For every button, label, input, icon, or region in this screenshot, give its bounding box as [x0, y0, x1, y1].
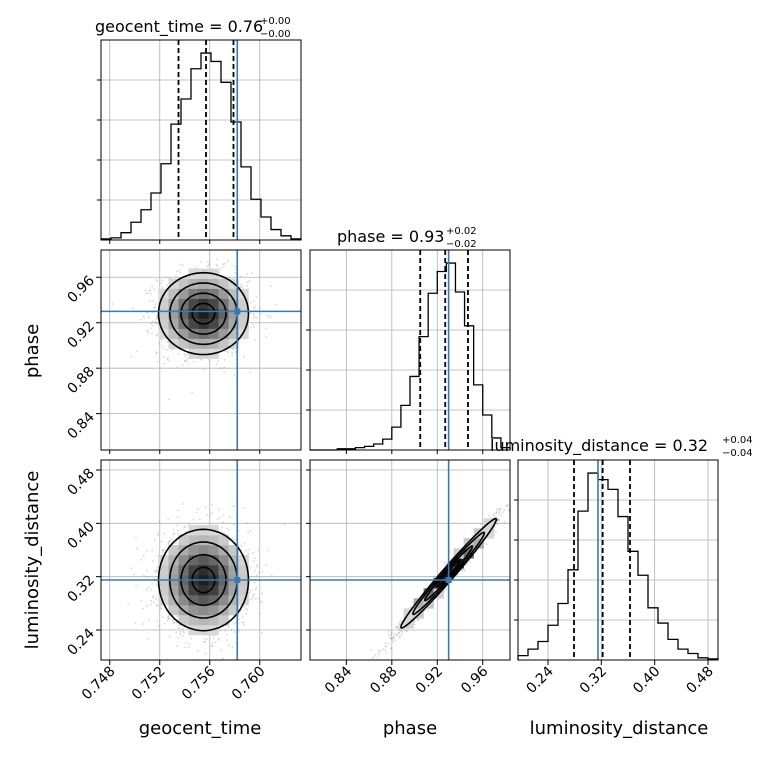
title-geocent-time: geocent_time = 0.76 — [95, 17, 263, 37]
xtick-label-geocent-time-3: 0.760 — [229, 664, 269, 704]
hist-phase-frame — [309, 249, 511, 451]
pair-phase-luminosity-distance-contour-0 — [435, 558, 462, 588]
pair-phase-luminosity-distance-panel — [309, 459, 511, 661]
x-axis-title-luminosity-distance: luminosity_distance — [530, 718, 709, 739]
pair-geocent-time-luminosity-distance-panel — [100, 459, 302, 661]
hist-panel-geocent-time — [97, 39, 302, 241]
title-phase: phase = 0.93 — [337, 227, 444, 246]
pair-geocent-time-phase-contour-2 — [168, 282, 239, 346]
ytick-label-phase-3: 0.96 — [64, 273, 97, 306]
hist-geocent-time-steps — [100, 52, 302, 240]
pair-geocent-time-phase-truth-marker — [234, 308, 241, 315]
xtick-label-luminosity-distance-2: 0.40 — [630, 664, 663, 697]
xtick-label-phase-1: 0.88 — [367, 664, 400, 697]
ytick-label-phase-0: 0.84 — [64, 409, 97, 442]
pair-phase-luminosity-distance-truth-marker — [445, 577, 452, 583]
pair-geocent-time-luminosity-distance-plot-area — [101, 460, 301, 660]
x-axis-title-geocent-time: geocent_time — [139, 718, 262, 739]
y-axis-title-phase: phase — [22, 324, 43, 378]
pair-geocent-time-luminosity-distance-frame — [100, 459, 302, 661]
xtick-label-phase-0: 0.84 — [322, 663, 355, 696]
hist-phase-steps — [310, 262, 511, 451]
hist-panel-luminosity-distance — [514, 459, 719, 661]
xtick-label-geocent-time-2: 0.756 — [179, 663, 219, 703]
title-geocent-time-plus: +0.00 — [260, 16, 291, 27]
x-axis-title-phase: phase — [383, 718, 437, 739]
pair-geocent-time-luminosity-distance-truth-marker — [234, 577, 241, 583]
ytick-label-phase-2: 0.92 — [64, 318, 97, 351]
pair-geocent-time-phase-frame — [100, 249, 302, 451]
pair-phase-luminosity-distance-plot-area — [310, 460, 510, 660]
ytick-label-luminosity-distance-3: 0.48 — [64, 466, 97, 499]
ytick-label-luminosity-distance-1: 0.32 — [64, 572, 97, 605]
pair-geocent-time-phase-contour-0 — [191, 302, 216, 325]
title-luminosity-distance: luminosity_distance = 0.32 — [490, 436, 708, 456]
title-luminosity-distance-plus: +0.04 — [722, 435, 753, 446]
xtick-label-phase-2: 0.92 — [413, 664, 446, 697]
ytick-label-luminosity-distance-0: 0.24 — [64, 625, 97, 658]
pair-geocent-time-phase-plot-area — [101, 250, 301, 450]
pair-phase-luminosity-distance-frame — [309, 459, 511, 661]
pair-phase-luminosity-distance-contour-3 — [400, 517, 498, 629]
title-phase-minus: −0.02 — [446, 239, 477, 250]
xtick-label-geocent-time-0: 0.748 — [79, 664, 119, 704]
pair-phase-luminosity-distance-contour-1 — [423, 545, 474, 602]
hist-luminosity-distance-frame — [517, 459, 719, 661]
xtick-label-luminosity-distance-1: 0.32 — [577, 664, 610, 697]
hist-luminosity-distance-steps — [517, 472, 719, 660]
pair-geocent-time-phase-panel — [100, 249, 302, 451]
ytick-label-phase-1: 0.88 — [64, 364, 97, 397]
pair-geocent-time-phase-contour-3 — [157, 271, 250, 356]
xtick-label-phase-3: 0.96 — [458, 663, 491, 696]
hist-geocent-time-frame — [100, 39, 302, 241]
title-phase-plus: +0.02 — [446, 226, 477, 237]
hist-panel-phase — [306, 249, 511, 451]
xtick-label-luminosity-distance-3: 0.48 — [683, 664, 716, 697]
xtick-label-geocent-time-1: 0.752 — [129, 664, 169, 704]
title-luminosity-distance-minus: −0.04 — [722, 448, 753, 459]
xtick-label-luminosity-distance-0: 0.24 — [523, 663, 556, 696]
ytick-label-luminosity-distance-2: 0.40 — [64, 519, 97, 552]
pair-geocent-time-phase-contour-1 — [180, 292, 227, 335]
y-axis-title-luminosity-distance: luminosity_distance — [22, 471, 43, 650]
pair-phase-luminosity-distance-contour-2 — [411, 531, 486, 616]
title-geocent-time-minus: −0.00 — [260, 29, 291, 40]
